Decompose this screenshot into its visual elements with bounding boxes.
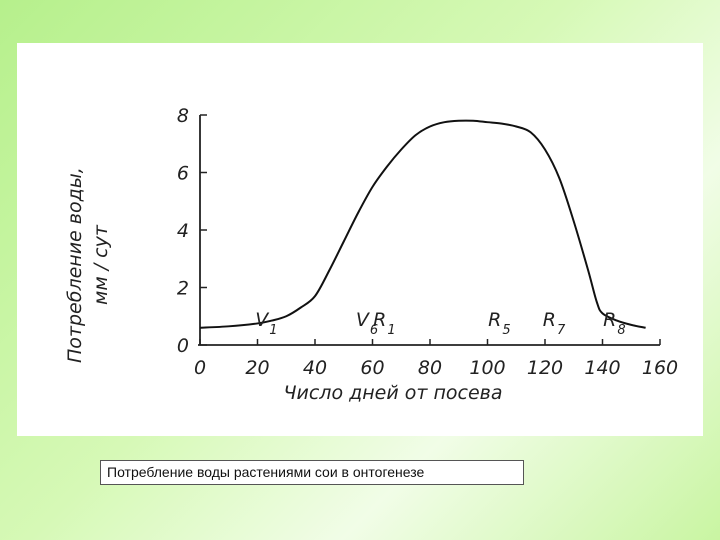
x-tick-label: 140 bbox=[584, 357, 620, 379]
y-tick-label: 2 bbox=[177, 278, 189, 300]
x-tick-label: 100 bbox=[469, 357, 505, 379]
y-tick-label: 8 bbox=[177, 105, 189, 127]
figure-caption: Потребление воды растениями сои в онтоге… bbox=[100, 460, 524, 485]
x-tick-label: 60 bbox=[360, 357, 384, 379]
stage-label: R5 bbox=[488, 309, 510, 338]
x-tick-label: 40 bbox=[303, 357, 327, 379]
x-tick-label: 80 bbox=[418, 357, 442, 379]
stage-label: R8 bbox=[603, 309, 625, 338]
y-tick-label: 6 bbox=[177, 163, 189, 185]
x-tick-label: 0 bbox=[194, 357, 206, 379]
stage-label: R7 bbox=[543, 309, 566, 338]
y-ticks: 0 2 4 6 8 bbox=[177, 105, 207, 357]
y-tick-label: 4 bbox=[177, 220, 189, 242]
water-consumption-curve bbox=[199, 119, 646, 329]
x-tick-label: 120 bbox=[527, 357, 563, 379]
y-tick-label: 0 bbox=[177, 335, 189, 357]
stage-label: V1 bbox=[255, 309, 277, 338]
y-axis-title: Потребление воды, мм / сут bbox=[64, 167, 112, 363]
x-tick-label: 20 bbox=[245, 357, 269, 379]
x-ticks: 0 20 40 60 80 100 120 140 160 bbox=[194, 339, 678, 379]
y-axis-title-line1: Потребление воды, bbox=[64, 167, 86, 363]
x-tick-label: 160 bbox=[642, 357, 678, 379]
y-axis-title-line2: мм / сут bbox=[90, 224, 112, 305]
x-axis-title: Число дней от посева bbox=[283, 382, 502, 404]
